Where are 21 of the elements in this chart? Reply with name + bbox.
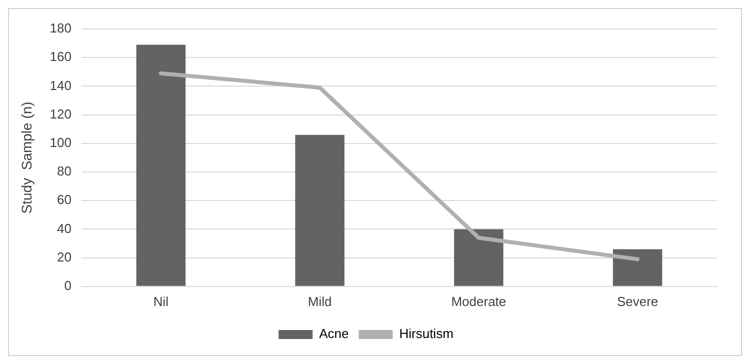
y-axis-title: Study Sample (n) [18, 102, 34, 214]
y-tick-label: 180 [50, 20, 72, 36]
y-tick-label: 140 [50, 78, 72, 93]
y-tick-label: 20 [57, 249, 72, 264]
bar [136, 44, 186, 286]
bar [612, 249, 662, 286]
legend-label: Hirsutism [399, 326, 454, 342]
x-tick-label: Moderate [451, 294, 506, 309]
x-tick-label: Severe [616, 294, 658, 309]
legend-label: Acne [319, 326, 349, 342]
y-tick-label: 100 [50, 134, 72, 150]
bar [295, 134, 344, 286]
y-tick-label: 80 [57, 164, 72, 179]
x-tick-label: Mild [308, 294, 332, 309]
y-tick-label: 0 [64, 278, 72, 293]
y-tick-label: 120 [50, 106, 72, 122]
bar [454, 229, 504, 286]
y-tick-label: 60 [57, 192, 72, 208]
y-tick-label: 160 [50, 49, 72, 64]
y-tick-label: 40 [57, 220, 72, 236]
x-tick-label: Nil [153, 294, 169, 309]
